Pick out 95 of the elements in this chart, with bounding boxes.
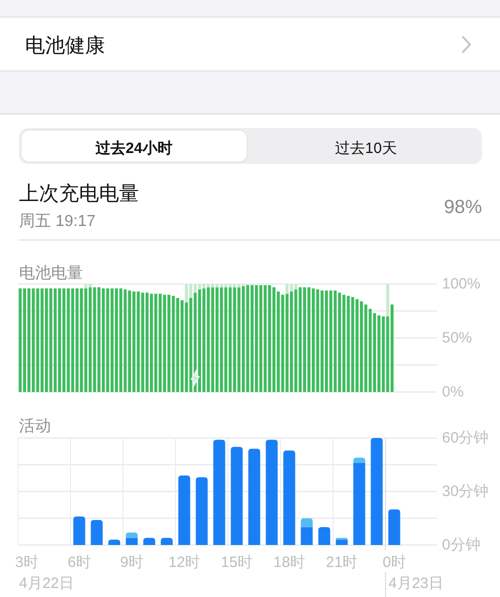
bar [370,438,383,545]
bar [224,284,228,288]
bar [172,296,175,392]
y-tick-label: 30分钟 [442,483,489,500]
x-tick-label: 9时 [120,554,144,571]
bar [318,527,330,545]
text: 过去10天 [335,140,397,157]
bar [211,284,214,288]
bar [119,288,122,392]
x-tick-label: 3时 [15,554,38,571]
bar [248,448,260,545]
bar [126,532,138,538]
bar [300,518,313,528]
bar [334,290,337,392]
bar [316,289,320,392]
bar [281,294,284,392]
bar [294,289,298,392]
bar [32,288,35,392]
bar [329,290,332,392]
bar [228,284,232,288]
bar [124,289,127,392]
y-tick-label: 0分钟 [442,536,480,554]
bar [102,288,105,392]
bar [211,287,214,392]
x-tick-label: 18时 [273,554,306,571]
x-tick-label: 0时 [382,554,406,571]
bar [84,288,88,392]
bar [213,440,226,545]
bar [141,292,144,392]
x-tick-label: 6时 [68,554,91,571]
text: 98% [444,197,482,218]
bar [143,538,156,545]
bar [351,296,354,392]
bar [108,540,120,545]
bar [298,287,302,392]
bar [312,288,315,392]
chart-title: 活动 [19,418,51,435]
bar [90,520,103,545]
bar [73,516,86,545]
y-tick-label: 100% [442,276,480,292]
bar [283,450,296,545]
x-tick-label: 21时 [326,554,358,571]
bar [230,446,243,545]
bar [88,284,92,288]
bar [136,292,140,392]
chart-title: 电池电量 [19,264,83,282]
bar [300,527,313,545]
text: 周五 19:17 [19,213,96,230]
text: 上次充电电量 [19,183,139,205]
bar [336,540,348,545]
bar [189,284,192,298]
y-tick-label: 0% [442,384,464,400]
bar [196,477,208,545]
bar [126,538,138,545]
bar [346,296,350,392]
x-tick-label: 12时 [168,554,200,571]
bar [266,440,278,545]
bar [246,285,250,392]
bar [382,316,385,392]
text: 过去24小时 [94,140,172,157]
bar [286,284,289,294]
bar [88,287,92,392]
bar [368,308,372,392]
bar [178,475,190,545]
bar [388,509,400,545]
bar [224,287,228,392]
bar [54,288,57,392]
bar [386,284,390,316]
y-tick-label: 60分钟 [442,430,489,446]
bar [364,304,368,392]
bar [160,538,173,545]
text: 4月22日 [19,575,74,592]
bar [18,288,22,392]
bar [49,288,52,392]
bar [36,288,40,392]
bar [106,288,110,392]
bar [84,284,88,288]
bar [154,294,158,392]
bar [66,288,70,392]
bar [228,287,232,392]
x-tick-label: 15时 [220,554,253,571]
bar [353,462,366,545]
bar [353,458,366,463]
text: 电池健康 [25,35,105,57]
bar [259,285,262,392]
bar [158,294,162,392]
bar [294,284,298,290]
bar [71,288,74,392]
bar [206,287,210,392]
y-tick-label: 50% [442,330,472,346]
bar [242,286,245,392]
ref-line-label: 4月23日 [388,575,444,592]
bar [176,298,180,392]
bar [206,284,210,288]
bar [264,285,267,392]
